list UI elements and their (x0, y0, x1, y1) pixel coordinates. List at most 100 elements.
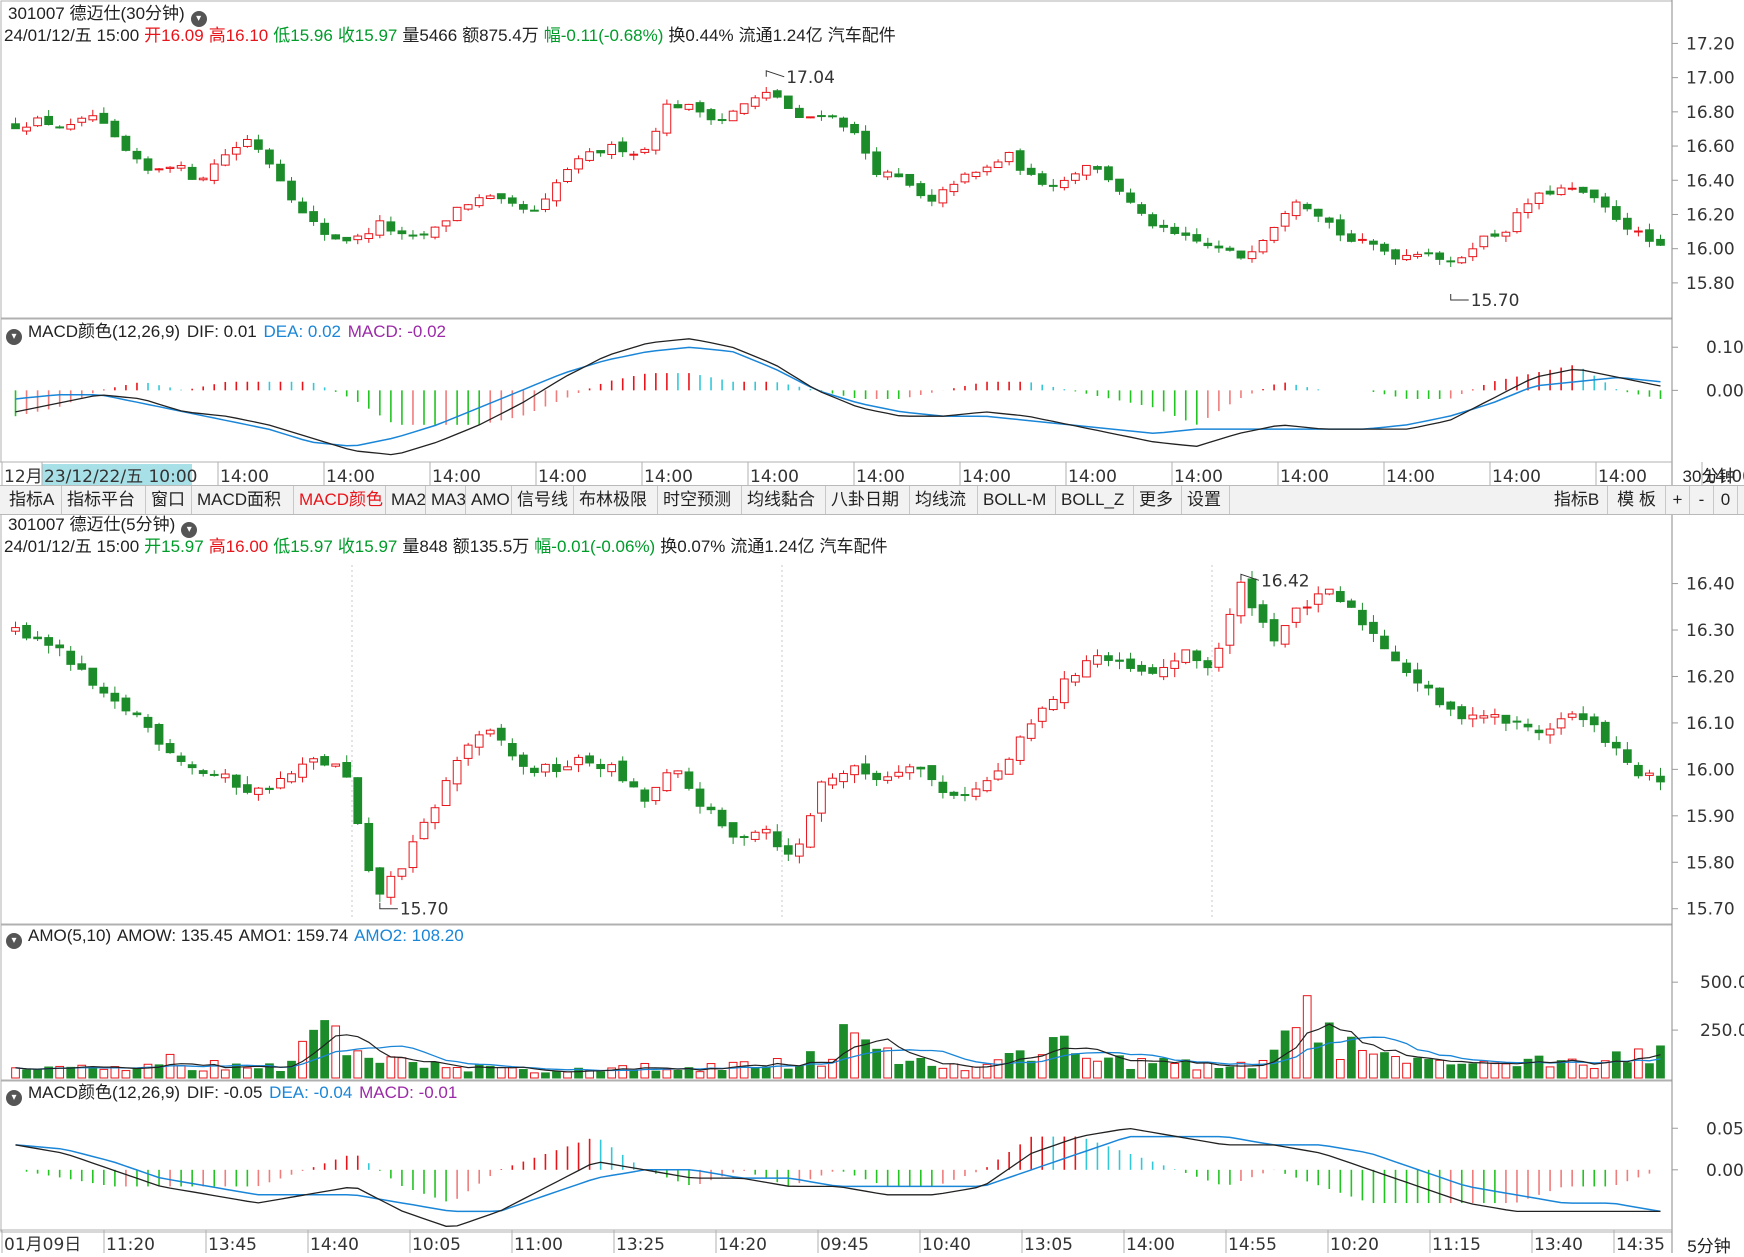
bottom-period-label[interactable]: 5分钟 (1687, 1237, 1731, 1256)
top-candle (220, 154, 230, 166)
bottom-candle (806, 815, 815, 848)
toolbar-item-8[interactable]: 信号线 (512, 486, 574, 514)
toolbar-item-1[interactable]: 指标平台 (62, 486, 146, 514)
bottom-candle (629, 781, 639, 788)
amo-volume-bar (441, 1067, 451, 1079)
toolbar-item-3[interactable]: MACD面积 (192, 486, 294, 514)
bottom-candle (960, 794, 970, 797)
toolbar-item-4[interactable]: MACD颜色 (294, 486, 386, 514)
top-candle (1600, 196, 1610, 208)
bottom-candle (982, 780, 992, 792)
amo-volume-bar (22, 1069, 31, 1079)
top-candle (894, 173, 904, 178)
amo-volume-bar (1512, 1066, 1522, 1079)
toolbar-item-15[interactable]: BOLL_Z (1056, 486, 1134, 514)
bottom-candle (1247, 578, 1257, 609)
bottom-candle (1258, 604, 1268, 623)
bottom-candle (772, 831, 782, 848)
bottom-candle (143, 716, 153, 728)
toolbar-item-0[interactable]: 指标A (4, 486, 62, 514)
bottom-candle (1490, 714, 1500, 718)
bottom-candle (1479, 715, 1489, 719)
toolbar-right-item-1[interactable]: 模 板 (1608, 486, 1666, 514)
bottom-candle (320, 756, 330, 766)
toolbar-right-item-3[interactable]: - (1690, 486, 1714, 514)
top-candle (99, 112, 109, 124)
bottom-candle (1346, 600, 1356, 608)
amo-volume-bar (750, 1067, 760, 1079)
top-candle (1291, 201, 1301, 217)
bottom-candle (242, 784, 252, 793)
toolbar-item-5[interactable]: MA2 (386, 486, 426, 514)
amo-volume-bar (541, 1072, 550, 1079)
top-candle (507, 197, 517, 204)
top-candle (1523, 203, 1533, 214)
top-candle (187, 166, 197, 180)
toolbar-item-7[interactable]: AMO (466, 486, 512, 514)
toolbar-item-14[interactable]: BOLL-M (978, 486, 1056, 514)
bottom-candle (596, 764, 606, 770)
amo-title: AMO(5,10) (28, 926, 112, 945)
top-candle (55, 126, 65, 129)
bottom-candle (33, 636, 42, 640)
top-candle (44, 115, 54, 126)
amo-volume-bar (11, 1067, 20, 1079)
toolbar-right-item-4[interactable]: 0 (1714, 486, 1738, 514)
toolbar-item-13[interactable]: 均线流 (910, 486, 978, 514)
amo-volume-bar (287, 1060, 296, 1079)
amo-amo1-line (15, 1023, 1661, 1073)
bottom-candle (1578, 713, 1588, 721)
toolbar-right-item-2[interactable]: + (1666, 486, 1690, 514)
bottom-candle (1104, 655, 1113, 661)
bottom-macd-dea: DEA: -0.04 (269, 1083, 353, 1102)
top-candle (651, 130, 661, 151)
bottom-candle (1203, 660, 1213, 669)
amo-volume-bar (342, 1055, 352, 1079)
top-candle (794, 107, 804, 118)
top-candle (33, 117, 42, 127)
chevron-down-icon[interactable]: ▾ (181, 522, 198, 538)
top-candle (1634, 230, 1643, 233)
top-candle (287, 180, 296, 201)
top-candle (574, 158, 583, 170)
toolbar-item-16[interactable]: 更多 (1134, 486, 1182, 514)
bottom-candle (673, 770, 683, 775)
bottom-candle (1545, 728, 1555, 736)
top-candle (276, 163, 285, 182)
top-candle (1302, 203, 1312, 210)
amo-amo1: AMO1: 159.74 (238, 926, 349, 945)
bottom-time-label-1: 11:20 (106, 1235, 155, 1253)
toolbar-item-11[interactable]: 均线黏合 (742, 486, 826, 514)
amo-volume-bar (695, 1071, 705, 1079)
amo-volume-bar (1026, 1060, 1036, 1079)
chevron-down-icon[interactable]: ▾ (6, 1090, 22, 1106)
amo-volume-bar (298, 1040, 307, 1079)
top-period-label[interactable]: 30分钟 (1682, 467, 1736, 486)
chevron-down-icon[interactable]: ▾ (6, 329, 22, 345)
top-time-label-3: 14:00 (326, 467, 375, 487)
amo-volume-bar (717, 1070, 727, 1079)
bottom-candle (99, 686, 109, 694)
chevron-down-icon[interactable]: ▾ (190, 11, 207, 27)
toolbar-item-2[interactable]: 窗口 (146, 486, 192, 514)
toolbar-item-6[interactable]: MA3 (426, 486, 466, 514)
toolbar-right-item-0[interactable]: 指标B (1546, 486, 1608, 514)
toolbar-item-9[interactable]: 布林极限 (574, 486, 658, 514)
chevron-down-icon[interactable]: ▾ (6, 933, 22, 949)
bottom-time-label-8: 09:45 (820, 1235, 869, 1253)
amo-volume-bar (993, 1059, 1003, 1079)
top-time-label-12: 14:00 (1280, 467, 1329, 487)
amo-volume-bar (1413, 1057, 1422, 1079)
toolbar-item-17[interactable]: 设置 (1182, 486, 1230, 514)
bottom-price-panel (0, 513, 1673, 925)
amo-volume-bar (1600, 1060, 1610, 1079)
toolbar-item-10[interactable]: 时空预测 (658, 486, 742, 514)
top-candle (1126, 192, 1135, 203)
toolbar-item-12[interactable]: 八卦日期 (826, 486, 910, 514)
bottom-candle (1236, 581, 1246, 617)
bottom-candle (1048, 698, 1058, 711)
amo-volume-bar (728, 1061, 738, 1079)
amo-volume-bar (1247, 1068, 1257, 1079)
bottom-candle (209, 773, 219, 776)
amo-volume-bar (1391, 1056, 1400, 1079)
